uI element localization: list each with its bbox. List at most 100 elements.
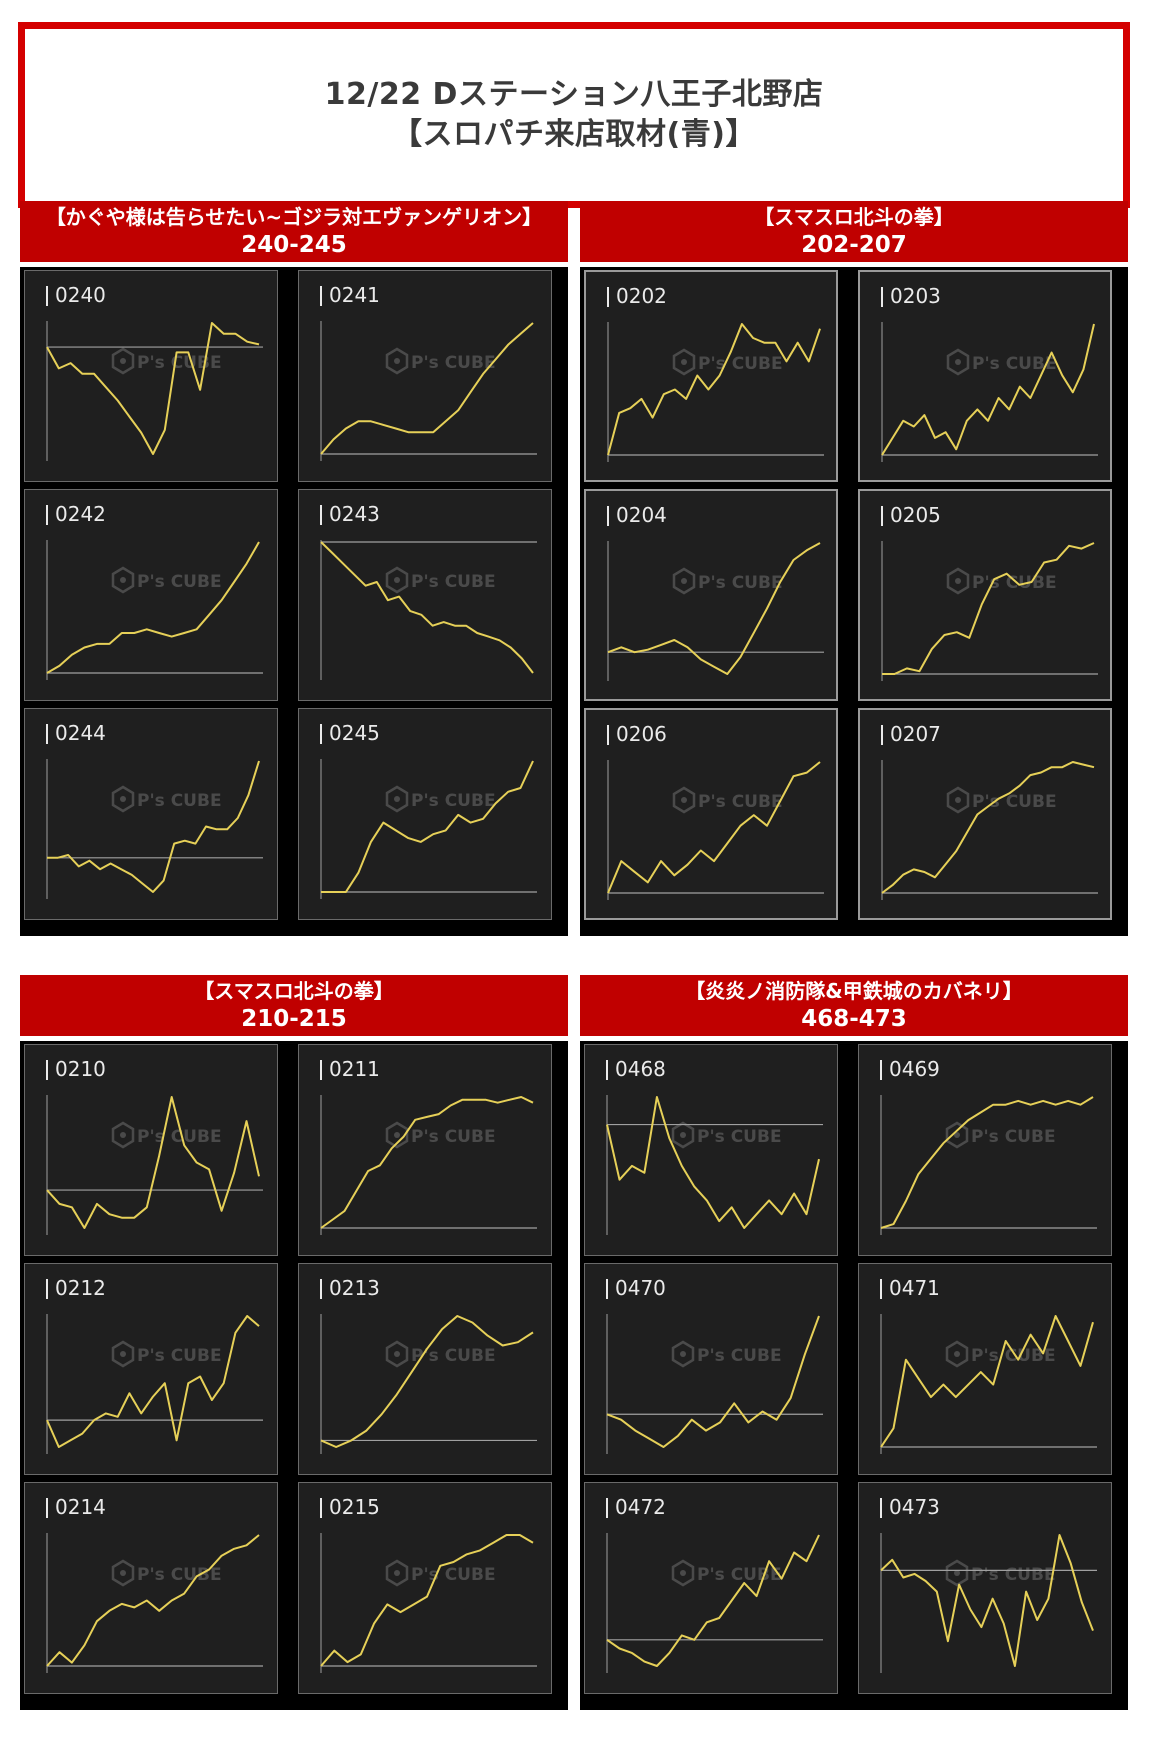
cube-logo-dot: [680, 1132, 686, 1138]
watermark-brand: P's CUBE: [697, 1565, 782, 1585]
section-header: 【かぐや様は告らせたい~ゴジラ対エヴァンゲリオン】 240-245: [20, 201, 568, 262]
chart-card-0205: P's CUBE 0205: [858, 489, 1112, 701]
cube-logo-icon: [946, 348, 970, 376]
cube-logo-icon: [111, 566, 135, 594]
cube-logo-dot: [394, 1132, 400, 1138]
series-line: [606, 1096, 820, 1229]
watermark-logo: P's CUBE: [945, 1559, 1056, 1587]
cube-logo-icon: [111, 1340, 135, 1368]
machine-number: 0207: [890, 722, 941, 746]
cube-logo-dot: [681, 359, 687, 365]
machine-number: 0203: [890, 284, 941, 308]
cube-logo-icon: [671, 1121, 695, 1149]
section-header: 【炎炎ノ消防隊&甲鉄城のカバネリ】 468-473: [580, 975, 1128, 1036]
watermark-brand: P's CUBE: [971, 1127, 1056, 1147]
cube-logo-dot: [680, 1570, 686, 1576]
series-line: [607, 542, 821, 675]
cube-logo-icon: [945, 1340, 969, 1368]
chart-card-0241: P's CUBE 0241: [298, 270, 552, 482]
chart-card-0210: P's CUBE 0210: [24, 1044, 278, 1256]
cube-logo-icon: [385, 1340, 409, 1368]
cube-logo-icon: [385, 1559, 409, 1587]
slump-graph: P's CUBE: [881, 506, 1098, 681]
cube-logo-dot: [120, 1132, 126, 1138]
watermark-logo: P's CUBE: [385, 1559, 496, 1587]
cube-logo-dot: [680, 1351, 686, 1357]
chart-card-0207: P's CUBE 0207: [858, 708, 1112, 920]
machine-number: 0206: [616, 722, 667, 746]
series-line: [881, 761, 1095, 894]
chart-card-0240: P's CUBE 0240: [24, 270, 278, 482]
watermark-brand: P's CUBE: [137, 1127, 222, 1147]
machine-number: 0242: [55, 502, 106, 526]
slump-graph: P's CUBE: [46, 505, 263, 680]
series-line: [46, 1534, 260, 1667]
series-line: [320, 1096, 534, 1229]
slump-graph: P's CUBE: [320, 724, 537, 899]
cube-logo-icon: [111, 1559, 135, 1587]
chart-grid: P's CUBE 0240 P's CUBE 0241 P's CUBE 0242 P's …: [20, 267, 568, 936]
slump-graph: P's CUBE: [320, 1279, 537, 1454]
watermark-brand: P's CUBE: [697, 1127, 782, 1147]
watermark-brand: P's CUBE: [972, 573, 1057, 593]
series-line: [882, 542, 1095, 675]
slump-graph: P's CUBE: [880, 1060, 1097, 1235]
slump-graph: P's CUBE: [46, 286, 263, 461]
cube-logo-dot: [954, 1132, 960, 1138]
watermark-brand: P's CUBE: [698, 573, 783, 593]
chart-card-0244: P's CUBE 0244: [24, 708, 278, 920]
section-header: 【スマスロ北斗の拳】 210-215: [20, 975, 568, 1036]
watermark-brand: P's CUBE: [137, 572, 222, 592]
slump-graph: P's CUBE: [46, 1498, 263, 1673]
series-line: [607, 323, 821, 456]
watermark-logo: P's CUBE: [385, 1340, 496, 1368]
chart-card-0472: P's CUBE 0472: [584, 1482, 838, 1694]
watermark-logo: P's CUBE: [671, 1559, 782, 1587]
watermark-logo: P's CUBE: [945, 1340, 1056, 1368]
series-line: [46, 1096, 260, 1229]
watermark-logo: P's CUBE: [671, 1121, 782, 1149]
chart-card-0211: P's CUBE 0211: [298, 1044, 552, 1256]
cube-logo-icon: [385, 1121, 409, 1149]
series-line: [46, 1315, 260, 1448]
series-line: [46, 541, 260, 674]
machine-number: 0205: [890, 503, 941, 527]
cube-logo-icon: [671, 1559, 695, 1587]
watermark-brand: P's CUBE: [698, 354, 783, 374]
machine-number: 0213: [329, 1276, 380, 1300]
watermark-brand: P's CUBE: [137, 791, 222, 811]
section-title: 【炎炎ノ消防隊&甲鉄城のカバネリ】: [685, 979, 1023, 1003]
watermark-brand: P's CUBE: [137, 353, 222, 373]
machine-number: 0472: [615, 1495, 666, 1519]
series-line: [880, 1096, 1094, 1229]
cube-logo-icon: [385, 566, 409, 594]
machine-number: 0473: [889, 1495, 940, 1519]
watermark-logo: P's CUBE: [946, 348, 1057, 376]
machine-number: 0215: [329, 1495, 380, 1519]
slump-graph: P's CUBE: [607, 287, 824, 462]
watermark-logo: P's CUBE: [385, 566, 496, 594]
slump-graph: P's CUBE: [880, 1279, 1097, 1454]
chart-card-0468: P's CUBE 0468: [584, 1044, 838, 1256]
chart-card-0215: P's CUBE 0215: [298, 1482, 552, 1694]
series-line: [320, 541, 534, 674]
page-subtitle: 【スロパチ来店取材(青)】: [392, 117, 756, 152]
machine-number: 0210: [55, 1057, 106, 1081]
slump-graph: P's CUBE: [320, 286, 537, 461]
chart-card-0206: P's CUBE 0206: [584, 708, 838, 920]
chart-card-0202: P's CUBE 0202: [584, 270, 838, 482]
cube-logo-dot: [681, 578, 687, 584]
series-line: [606, 1315, 820, 1448]
watermark-brand: P's CUBE: [411, 353, 496, 373]
chart-card-0471: P's CUBE 0471: [858, 1263, 1112, 1475]
cube-logo-icon: [672, 786, 696, 814]
cube-logo-icon: [672, 567, 696, 595]
machine-number: 0241: [329, 283, 380, 307]
chart-card-0243: P's CUBE 0243: [298, 489, 552, 701]
page-title: 12/22 Dステーション八王子北野店: [324, 77, 824, 112]
section-title: 【かぐや様は告らせたい~ゴジラ対エヴァンゲリオン】: [45, 205, 543, 229]
cube-logo-dot: [954, 1351, 960, 1357]
machine-number: 0471: [889, 1276, 940, 1300]
cube-logo-icon: [385, 785, 409, 813]
chart-card-0245: P's CUBE 0245: [298, 708, 552, 920]
